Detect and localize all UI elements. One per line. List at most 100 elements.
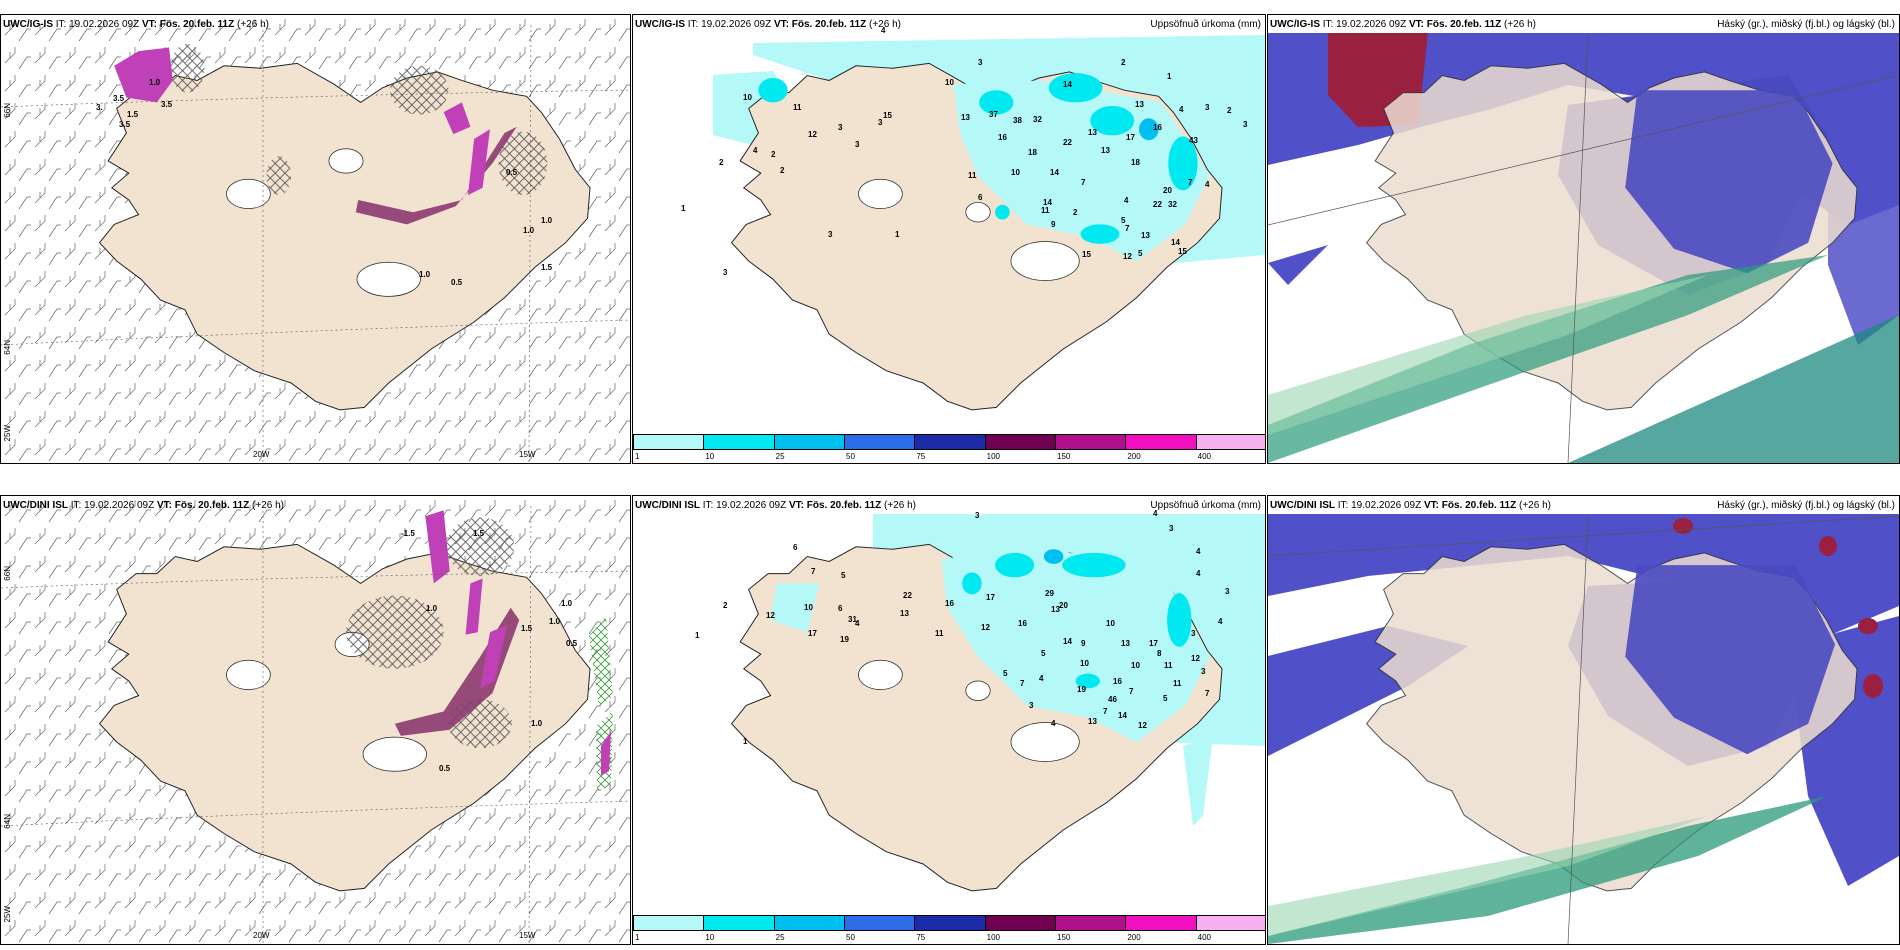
- map-value-label: 7: [1188, 178, 1193, 187]
- map-value-label: -1.5: [401, 529, 415, 538]
- map-value-label: 46: [1108, 695, 1117, 704]
- map-value-label: 4: [1196, 547, 1201, 556]
- map-value-label: 4: [855, 619, 860, 628]
- map-value-label: 10: [1011, 168, 1020, 177]
- map-value-label: 1.0: [541, 216, 553, 225]
- map-value-label: 3.5: [161, 100, 173, 109]
- map-value-label: 1.5: [127, 110, 139, 119]
- colorbar-tick: 1: [635, 933, 640, 942]
- map-value-label: 1: [895, 230, 900, 239]
- map-value-label: 1: [681, 204, 686, 213]
- map-value-label: 0.5: [439, 764, 451, 773]
- map-value-label: 3.5: [119, 120, 131, 129]
- map-value-label: 9: [1081, 639, 1086, 648]
- map-value-label: 13: [1088, 128, 1097, 137]
- map-value-label: 11: [1173, 679, 1182, 688]
- map-value-label: 14: [1171, 238, 1180, 247]
- map-value-label: 1.5: [473, 529, 485, 538]
- map-value-label: 1.0: [149, 78, 161, 87]
- map-value-label: 1.0: [523, 226, 535, 235]
- map-value-label: 12: [1191, 654, 1200, 663]
- map-value-label: 15: [883, 111, 892, 120]
- colorbar-tick: 150: [1057, 452, 1071, 461]
- colorbar-swatch: [773, 915, 845, 931]
- map-value-label: 31: [848, 615, 857, 624]
- colorbar-tick: 100: [986, 452, 1001, 461]
- colorbar-tick: 50: [846, 452, 855, 461]
- map-value-label: 14: [1043, 198, 1052, 207]
- map-value-label: 13: [1135, 100, 1144, 109]
- map-value-label: 10: [945, 78, 954, 87]
- map-value-label: 3: [1201, 667, 1206, 676]
- map-value-label: 1.0: [531, 719, 543, 728]
- colorbar-tick: 75: [916, 452, 926, 461]
- map-value-label: 4: [1124, 196, 1129, 205]
- map-value-label: 3: [1243, 120, 1248, 129]
- lat-label-64n: 64N: [3, 340, 12, 355]
- map-value-label: 10: [1106, 619, 1115, 628]
- map-value-label: 1.0: [426, 604, 438, 613]
- map-value-label: 11: [1041, 206, 1050, 215]
- colorbar-swatch: [984, 915, 1056, 931]
- panel-title: Uppsöfnuð úrkoma (mm): [1150, 500, 1261, 511]
- map-value-label: 7: [1020, 679, 1025, 688]
- panel-title: Uppsöfnuð úrkoma (mm): [1150, 19, 1261, 30]
- map-value-label: 18: [1028, 148, 1037, 157]
- map-value-label: 12: [808, 130, 817, 139]
- map-value-label: 7: [811, 567, 816, 576]
- map-value-label: 11: [935, 629, 944, 638]
- colorbar-swatch: [914, 434, 986, 450]
- colorbar-swatch: [1125, 915, 1197, 931]
- map-value-label: 19: [1077, 685, 1086, 694]
- map-value-label: 3.: [96, 103, 103, 112]
- map-value-label: 22: [903, 591, 912, 600]
- colorbar-swatch: [1055, 915, 1127, 931]
- map-value-label: 6: [978, 193, 983, 202]
- map-value-label: 15: [1082, 250, 1091, 259]
- lon-label-25w: 25W: [3, 906, 12, 923]
- map-value-label: 5: [1121, 216, 1126, 225]
- colorbar-tick: 200: [1127, 933, 1141, 942]
- map-value-label: 5: [841, 571, 846, 580]
- map-value-label: 1: [743, 737, 748, 746]
- colorbar-swatch: [984, 434, 1056, 450]
- map-value-label: 12: [981, 623, 990, 632]
- panel-dini-clouds: UWC/DINI ISL IT: 19.02.2026 09Z VT: Fös.…: [1267, 495, 1900, 945]
- map-value-label: 1.5: [521, 624, 533, 633]
- colorbar-tick: 200: [1127, 452, 1141, 461]
- panel-header: UWC/IG-IS IT: 19.02.2026 09Z VT: Fös. 20…: [635, 19, 901, 30]
- map-value-label: 13: [900, 609, 909, 618]
- panel-dini-precip: UWC/DINI ISL IT: 19.02.2026 09Z VT: Fös.…: [632, 495, 1266, 945]
- map-value-label: 6: [793, 543, 798, 552]
- colorbar-tick: 10: [705, 452, 715, 461]
- map-value-label: 3: [975, 511, 980, 520]
- map-value-label: 10: [804, 603, 813, 612]
- colorbar-swatch: [633, 915, 705, 931]
- map-value-label: 14: [1063, 637, 1072, 646]
- map-value-label: 1: [695, 631, 700, 640]
- precip-colorbar: 1 10 25 50 75 100 150 200 400: [633, 915, 1265, 943]
- map-value-label: 2: [771, 150, 776, 159]
- colorbar-swatch: [633, 434, 705, 450]
- colorbar-swatch: [1055, 434, 1127, 450]
- colorbar-swatch: [703, 434, 775, 450]
- map-value-label: 17: [1149, 639, 1158, 648]
- lat-label-66n: 66N: [3, 103, 12, 118]
- map-value-label: 16: [998, 133, 1007, 142]
- map-value-label: 7: [1081, 178, 1086, 187]
- map-value-label: 38: [1013, 116, 1022, 125]
- map-value-label: 4: [1179, 105, 1184, 114]
- lon-label-20w: 20W: [253, 450, 270, 459]
- map-value-label: 4: [1218, 617, 1223, 626]
- map-value-label: 18: [1131, 158, 1140, 167]
- colorbar-swatch: [1195, 434, 1265, 450]
- lon-label-15w: 15W: [519, 931, 536, 940]
- lon-label-15w: 15W: [519, 450, 536, 459]
- map-value-label: 0.5: [451, 278, 463, 287]
- map-value-label: 7: [1103, 707, 1108, 716]
- map-value-label: 17: [808, 629, 817, 638]
- map-value-label: 2: [1227, 106, 1232, 115]
- lat-label-64n: 64N: [3, 814, 12, 829]
